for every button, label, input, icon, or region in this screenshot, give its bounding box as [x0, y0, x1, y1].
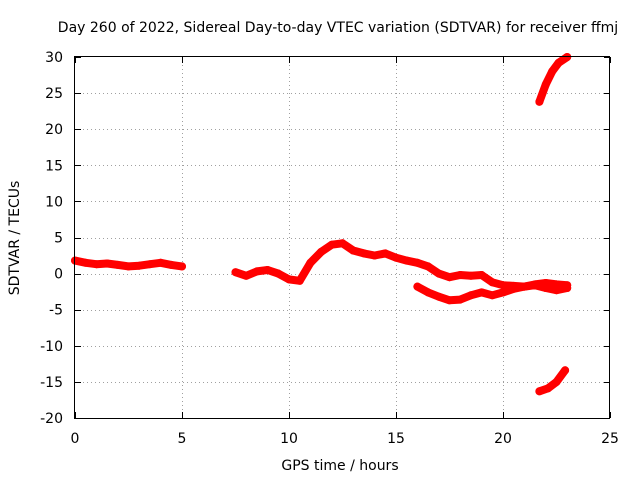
y-tick-label: 10 — [45, 194, 63, 210]
data-point — [413, 258, 422, 267]
data-point — [252, 267, 261, 276]
data-point — [541, 80, 550, 89]
series-segment-4 — [535, 53, 572, 106]
data-point — [113, 260, 122, 269]
data-point — [424, 288, 433, 297]
data-point — [531, 280, 540, 289]
data-point — [541, 279, 550, 287]
data-point — [445, 273, 454, 282]
y-tick-label: 0 — [54, 267, 63, 283]
data-point — [359, 249, 368, 258]
data-point — [499, 281, 507, 290]
data-point — [178, 262, 186, 271]
data-point — [488, 291, 497, 300]
y-tick-label: 5 — [54, 231, 63, 247]
axis-ticks — [75, 57, 611, 419]
x-tick-label: 0 — [71, 431, 80, 447]
data-point — [338, 239, 347, 248]
data-point — [561, 366, 570, 375]
data-point — [274, 269, 283, 278]
data-point — [509, 284, 518, 293]
data-point — [535, 387, 544, 396]
grid — [75, 57, 610, 418]
data-point — [103, 259, 112, 268]
y-axis-tick-labels: -20 -15 -10 -5 0 5 10 15 20 25 30 — [40, 50, 63, 427]
data-point — [306, 258, 315, 267]
data-point — [167, 260, 176, 269]
y-tick-label: 15 — [45, 158, 63, 174]
data-point — [156, 258, 165, 267]
data-point — [413, 282, 422, 291]
data-point — [445, 296, 454, 305]
y-tick-label: 20 — [45, 122, 63, 138]
series-layer — [71, 53, 572, 396]
y-tick-label: -20 — [40, 411, 63, 427]
data-point — [92, 260, 101, 269]
data-point — [231, 268, 240, 277]
data-point — [456, 271, 465, 279]
data-point — [424, 262, 433, 271]
data-point — [520, 282, 529, 291]
data-point — [285, 275, 293, 284]
data-point — [477, 271, 486, 279]
data-point — [370, 251, 379, 260]
data-point — [263, 266, 272, 274]
x-tick-label: 15 — [387, 431, 405, 447]
x-axis-tick-labels: 0 5 10 15 20 25 — [71, 431, 619, 447]
data-point — [563, 281, 572, 290]
y-tick-label: 25 — [45, 86, 63, 102]
x-tick-label: 10 — [280, 431, 298, 447]
data-point — [466, 291, 475, 300]
data-point — [295, 276, 304, 285]
x-tick-label: 25 — [601, 431, 619, 447]
plot-frame — [74, 56, 610, 419]
data-point — [552, 280, 561, 289]
y-axis-label: SDTVAR / TECUs — [7, 181, 23, 296]
data-point — [499, 288, 507, 297]
data-point — [392, 253, 400, 262]
data-point — [434, 269, 443, 278]
data-point — [535, 97, 544, 106]
x-tick-label: 5 — [178, 431, 187, 447]
data-point — [434, 292, 443, 301]
y-tick-label: -15 — [40, 375, 63, 391]
x-tick-label: 20 — [494, 431, 512, 447]
chart-title: Day 260 of 2022, Sidereal Day-to-day VTE… — [58, 20, 618, 36]
series-segment-2 — [231, 239, 572, 295]
data-point — [548, 67, 557, 76]
data-point — [554, 58, 563, 67]
data-point — [242, 271, 251, 280]
data-point — [349, 246, 358, 255]
data-point — [135, 261, 144, 270]
data-point — [81, 258, 90, 267]
y-tick-label: -10 — [40, 339, 63, 355]
data-point — [327, 240, 336, 249]
data-point — [145, 260, 154, 269]
data-point — [402, 256, 411, 265]
data-point — [317, 247, 326, 256]
y-tick-label: -5 — [49, 303, 63, 319]
data-point — [456, 295, 465, 304]
data-point — [488, 278, 497, 287]
data-point — [466, 271, 475, 280]
data-point — [552, 377, 561, 386]
series-segment-5 — [535, 366, 570, 396]
data-point — [543, 384, 552, 393]
data-point — [477, 288, 486, 297]
data-point — [124, 262, 133, 271]
x-axis-label: GPS time / hours — [281, 458, 398, 474]
y-tick-label: 30 — [45, 50, 63, 66]
data-point — [381, 249, 390, 258]
